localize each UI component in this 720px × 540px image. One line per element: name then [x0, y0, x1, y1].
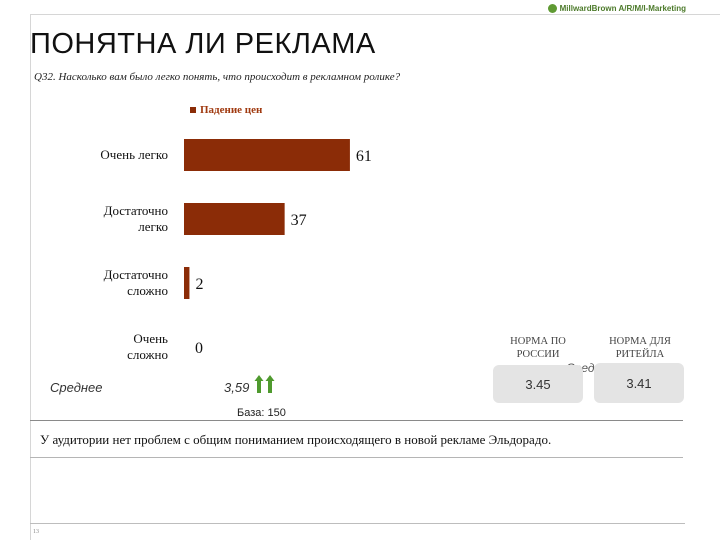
conclusion-text: У аудитории нет проблем с общим понимани…: [40, 432, 552, 447]
frame-bottom-line: [30, 523, 685, 524]
average-label: Среднее: [50, 380, 103, 395]
page-title: ПОНЯТНА ЛИ РЕКЛАМА: [30, 28, 376, 60]
norm-russia-value: 3.45: [493, 365, 583, 403]
frame-left-line: [30, 14, 31, 540]
question-text: Q32. Насколько вам было легко понять, чт…: [34, 71, 401, 83]
legend-series-name: Падение цен: [200, 104, 263, 116]
category-label: Очень легко: [100, 147, 168, 162]
category-label: Достаточно легко: [104, 203, 168, 234]
bar: [184, 203, 285, 235]
data-label: 37: [291, 212, 307, 229]
frame-top-line: [30, 14, 720, 15]
data-label: 0: [195, 340, 203, 357]
norm-retail-title: НОРМА ДЛЯ РИТЕЙЛА: [609, 336, 671, 360]
legend-swatch: [190, 107, 196, 113]
average-value: 3,59: [224, 380, 250, 395]
brand-logo: MillwardBrown A/R/M/I-Marketing: [547, 4, 686, 13]
data-label: 61: [356, 148, 372, 165]
category-label: Достаточно сложно: [104, 267, 168, 298]
bar: [184, 139, 350, 171]
chart-legend: Падение цен: [190, 104, 262, 116]
bar: [184, 267, 190, 299]
norm-russia-title: НОРМА ПО РОССИИ: [510, 336, 566, 360]
up-arrows-icon: [254, 375, 275, 393]
category-label: Очень сложно: [127, 331, 168, 362]
brand-logo-text: MillwardBrown A/R/M/I-Marketing: [559, 4, 686, 13]
bar-chart: Очень легко 61 Достаточно легко 37 Достаточно…: [100, 139, 372, 362]
base-size: База: 150: [237, 407, 286, 419]
data-label: 2: [195, 276, 203, 293]
page-number: 13: [33, 529, 39, 535]
brand-logo-icon: [547, 4, 557, 13]
conclusion-box: [30, 420, 683, 458]
norm-retail-value: 3.41: [594, 363, 684, 403]
